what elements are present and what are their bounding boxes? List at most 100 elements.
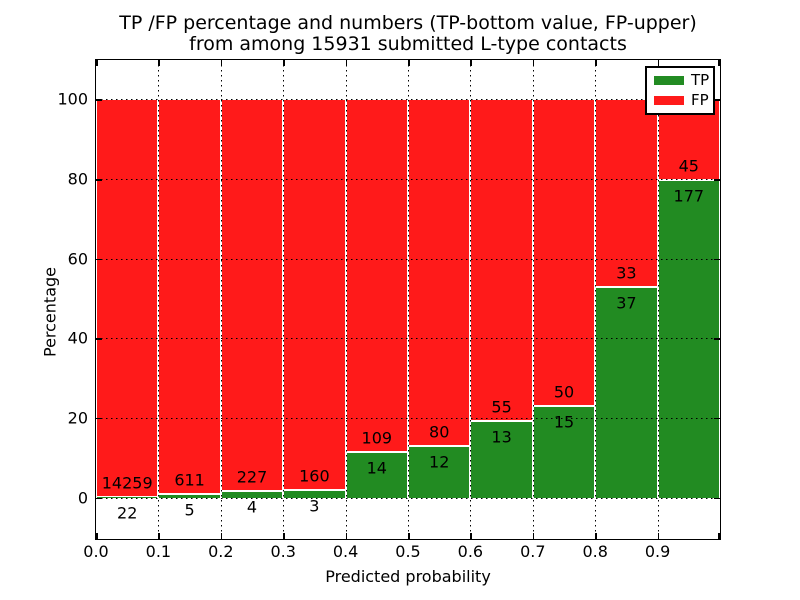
x-tick-top xyxy=(532,60,535,66)
x-tick-label: 0.0 xyxy=(83,542,109,561)
y-tick-right xyxy=(714,497,720,500)
y-tick-label: 20 xyxy=(67,408,88,428)
grid-line-vertical xyxy=(283,60,285,539)
tp-count-label: 14 xyxy=(366,458,387,478)
grid-line-vertical xyxy=(532,60,534,539)
grid-line-vertical xyxy=(158,60,160,539)
x-tick-label: 0.4 xyxy=(332,542,359,561)
legend-entry-tp: TP xyxy=(654,70,713,89)
x-tick-top xyxy=(718,60,720,66)
plot-area: 14259 22 611 5 227 4 160 3 109 14 80 12 55 13 50 15 33 37… xyxy=(95,59,721,540)
x-tick-top xyxy=(595,60,597,66)
x-tick-label: 0.2 xyxy=(208,542,234,561)
tp-bar-segment xyxy=(533,405,595,498)
y-tick-left xyxy=(96,338,102,340)
grid-line-vertical xyxy=(220,60,222,539)
y-tick-label: 80 xyxy=(67,169,88,189)
grid-line-horizontal xyxy=(96,258,720,260)
chart-title-line-2: from among 15931 submitted L-type contac… xyxy=(189,33,627,55)
fp-bar-segment xyxy=(97,99,158,497)
x-tick-top xyxy=(345,60,348,66)
x-tick-label: 0.3 xyxy=(270,542,296,561)
fp-count-label: 160 xyxy=(299,466,330,486)
tp-count-label: 15 xyxy=(553,412,575,432)
y-tick-right xyxy=(714,258,720,261)
y-tick-left xyxy=(96,179,102,181)
fp-bar-segment xyxy=(159,99,220,495)
y-tick-label: 100 xyxy=(57,89,88,109)
tp-count-label: 22 xyxy=(117,503,138,523)
x-tick-top xyxy=(283,60,285,66)
x-tick-label: 0.6 xyxy=(457,542,484,561)
tp-bar-segment xyxy=(159,494,220,498)
y-tick-label: 0 xyxy=(77,488,88,508)
grid-line-vertical xyxy=(408,60,409,539)
tp-count-label: 12 xyxy=(429,452,450,472)
tp-count-label: 37 xyxy=(616,293,637,313)
grid-line-horizontal xyxy=(96,338,720,340)
x-tick-bottom xyxy=(96,533,98,539)
y-tick-right xyxy=(714,179,720,181)
grid-line-vertical xyxy=(470,60,472,539)
chart-title: TP /FP percentage and numbers (TP-bottom… xyxy=(58,13,758,55)
x-tick-bottom xyxy=(158,533,160,539)
x-tick-bottom xyxy=(532,533,535,539)
grid-line-vertical xyxy=(345,60,347,539)
x-tick-top xyxy=(96,60,98,66)
fp-count-label: 33 xyxy=(616,263,637,283)
tp-legend-label: TP xyxy=(691,70,710,89)
tp-bar-segment xyxy=(221,490,283,498)
grid-line-horizontal xyxy=(96,99,720,101)
y-tick-left xyxy=(96,417,102,420)
grid-line-horizontal xyxy=(96,417,720,419)
x-tick-top xyxy=(408,60,410,66)
fp-bar-segment xyxy=(221,99,283,491)
x-tick-bottom xyxy=(283,533,285,539)
x-tick-label: 0.7 xyxy=(520,542,546,561)
fp-bar-segment xyxy=(471,99,532,422)
x-tick-top xyxy=(158,60,160,66)
fp-count-label: 109 xyxy=(361,428,393,448)
x-tick-top xyxy=(220,60,223,66)
tp-bar-segment xyxy=(346,452,407,498)
chart-title-line-1: TP /FP percentage and numbers (TP-bottom… xyxy=(119,12,697,34)
x-tick-bottom xyxy=(345,533,348,539)
fp-bar-segment xyxy=(409,99,470,446)
x-axis-label: Predicted probability xyxy=(325,567,491,586)
fp-count-label: 55 xyxy=(491,397,512,417)
fp-count-label: 50 xyxy=(553,382,575,402)
tp-count-label: 177 xyxy=(673,186,705,206)
fp-count-label: 611 xyxy=(174,470,205,490)
y-tick-label: 40 xyxy=(67,328,88,348)
tp-legend-swatch xyxy=(654,75,684,85)
x-tick-bottom xyxy=(595,533,597,539)
fp-bar-segment xyxy=(284,99,345,491)
fp-bar-segment xyxy=(346,99,407,453)
tp-bar-segment xyxy=(284,490,345,498)
x-tick-top xyxy=(470,60,472,66)
y-tick-left xyxy=(96,99,102,101)
x-tick-bottom xyxy=(718,533,720,539)
y-tick-right xyxy=(714,99,720,101)
fp-bar-segment xyxy=(533,99,595,406)
grid-line-vertical xyxy=(595,60,597,539)
x-tick-label: 0.1 xyxy=(145,542,172,561)
fp-bar-segment xyxy=(596,99,657,288)
fp-count-label: 227 xyxy=(236,467,268,487)
fp-count-label: 80 xyxy=(429,422,450,442)
x-tick-bottom xyxy=(220,533,223,539)
tp-bar-segment xyxy=(409,445,470,498)
legend: TP FP xyxy=(645,66,715,115)
grid-line-horizontal xyxy=(96,497,720,499)
tp-bar-segment xyxy=(97,496,158,498)
fp-legend-swatch xyxy=(654,96,684,106)
tp-count-label: 5 xyxy=(184,500,195,520)
tp-count-label: 3 xyxy=(309,496,320,516)
tp-count-label: 4 xyxy=(246,497,258,517)
y-tick-left xyxy=(96,258,102,261)
tp-bar-segment xyxy=(471,421,532,498)
x-tick-bottom xyxy=(470,533,472,539)
tp-count-label: 13 xyxy=(491,427,512,447)
legend-entry-fp: FP xyxy=(654,93,713,108)
